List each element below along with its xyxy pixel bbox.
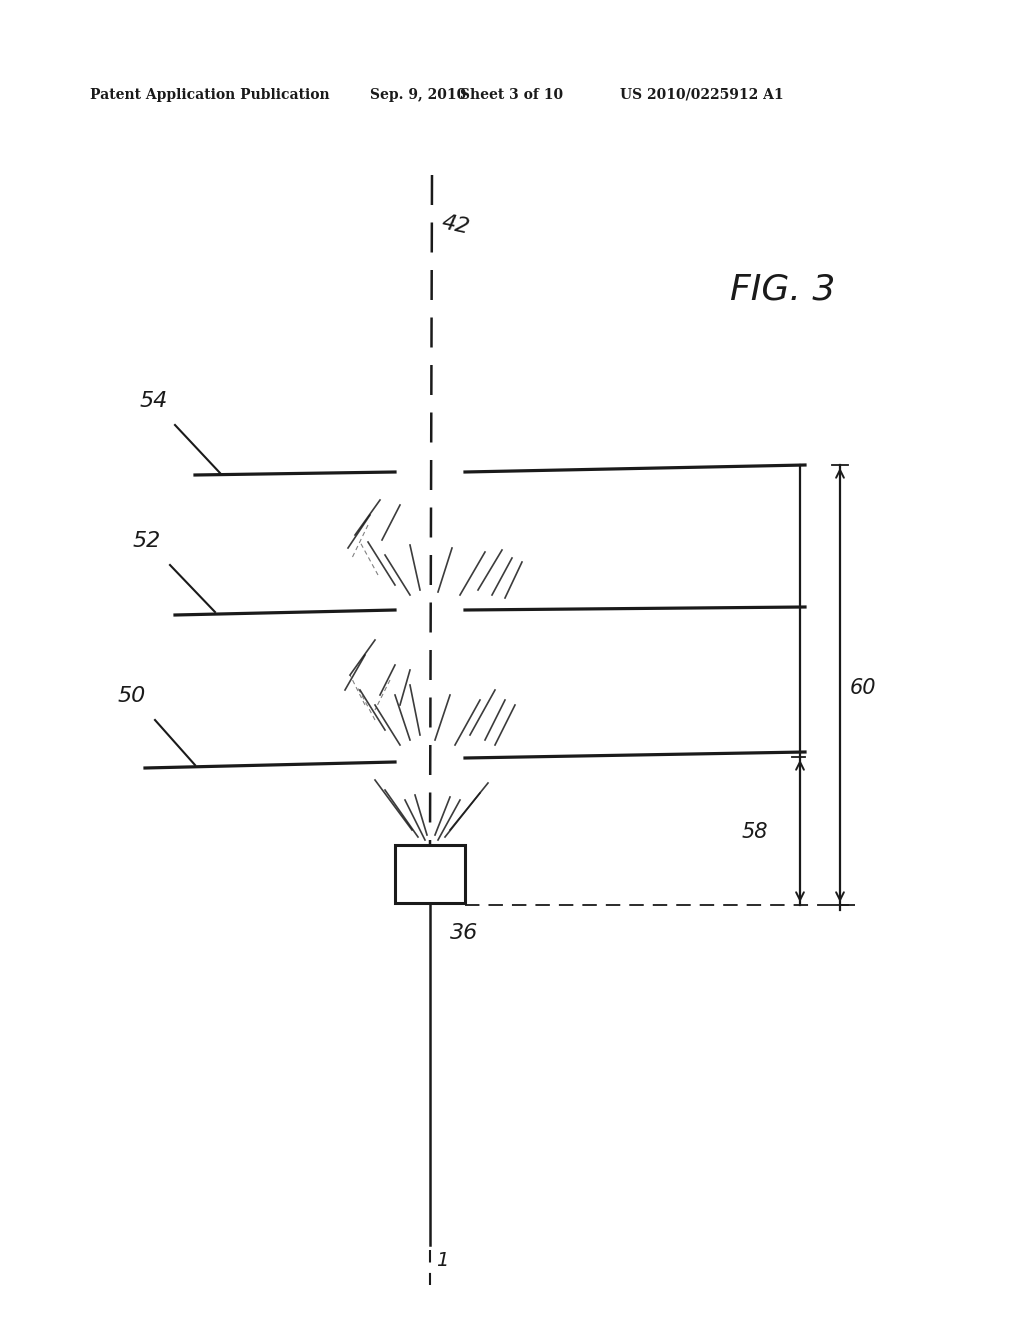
Text: US 2010/0225912 A1: US 2010/0225912 A1 — [620, 88, 783, 102]
Text: Sep. 9, 2010: Sep. 9, 2010 — [370, 88, 466, 102]
Text: Sheet 3 of 10: Sheet 3 of 10 — [460, 88, 563, 102]
Bar — [395, 845, 465, 903]
Text: 60: 60 — [850, 677, 877, 697]
Text: FIG. 3: FIG. 3 — [730, 273, 836, 308]
Text: 1: 1 — [436, 1250, 449, 1270]
Text: 42: 42 — [440, 213, 472, 238]
Text: Patent Application Publication: Patent Application Publication — [90, 88, 330, 102]
Text: 50: 50 — [118, 686, 146, 706]
Text: 52: 52 — [133, 531, 161, 550]
Text: 58: 58 — [742, 822, 768, 842]
Text: 54: 54 — [140, 391, 168, 411]
Text: 36: 36 — [450, 923, 478, 942]
